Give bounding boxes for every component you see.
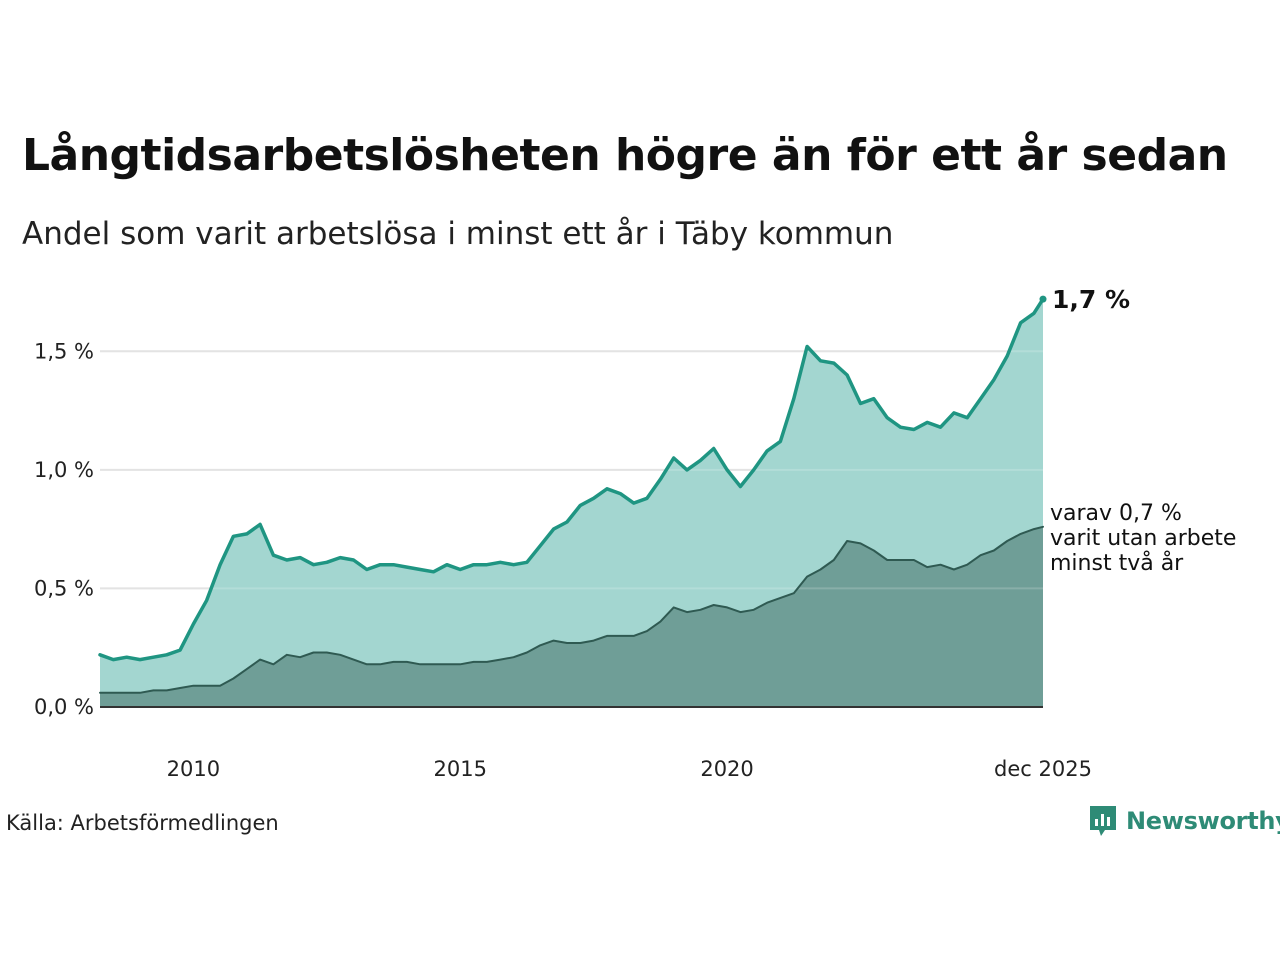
x-tick-label-3: dec 2025: [994, 757, 1092, 781]
x-tick-label-2: 2020: [700, 757, 753, 781]
series-1-line: [98, 297, 1045, 662]
y-tick-label-1: 0,5 %: [34, 576, 94, 600]
x-tick-label-1: 2015: [434, 757, 487, 781]
y-tick-label-3: 1,5 %: [34, 339, 94, 363]
source-label: Källa: Arbetsförmedlingen: [6, 811, 279, 835]
series-2-annotation-line-1: varit utan arbete: [1050, 526, 1236, 551]
newsworthy-logo-text: Newsworthy: [1126, 807, 1280, 835]
newsworthy-logo-icon: [1090, 806, 1116, 836]
x-tick-label-0: 2010: [167, 757, 220, 781]
y-tick-label-2: 1,0 %: [34, 458, 94, 482]
newsworthy-logo: Newsworthy: [1088, 804, 1280, 838]
series-2-annotation-line-2: minst två år: [1050, 550, 1184, 576]
chart-subtitle: Andel som varit arbetslösa i minst ett å…: [22, 216, 894, 252]
series-1-end-marker: [1039, 295, 1047, 303]
series-2-area: [100, 526, 1043, 707]
chart-title: Långtidsarbetslösheten högre än för ett …: [22, 130, 1228, 181]
series-1-end-label: 1,7 %: [1052, 285, 1130, 314]
y-tick-label-0: 0,0 %: [34, 695, 94, 719]
series-2-annotation-line-0: varav 0,7 %: [1050, 501, 1182, 526]
series-2-annotation: varav 0,7 % varit utan arbete minst två år: [1050, 501, 1236, 576]
series-2-line: [99, 525, 1044, 694]
